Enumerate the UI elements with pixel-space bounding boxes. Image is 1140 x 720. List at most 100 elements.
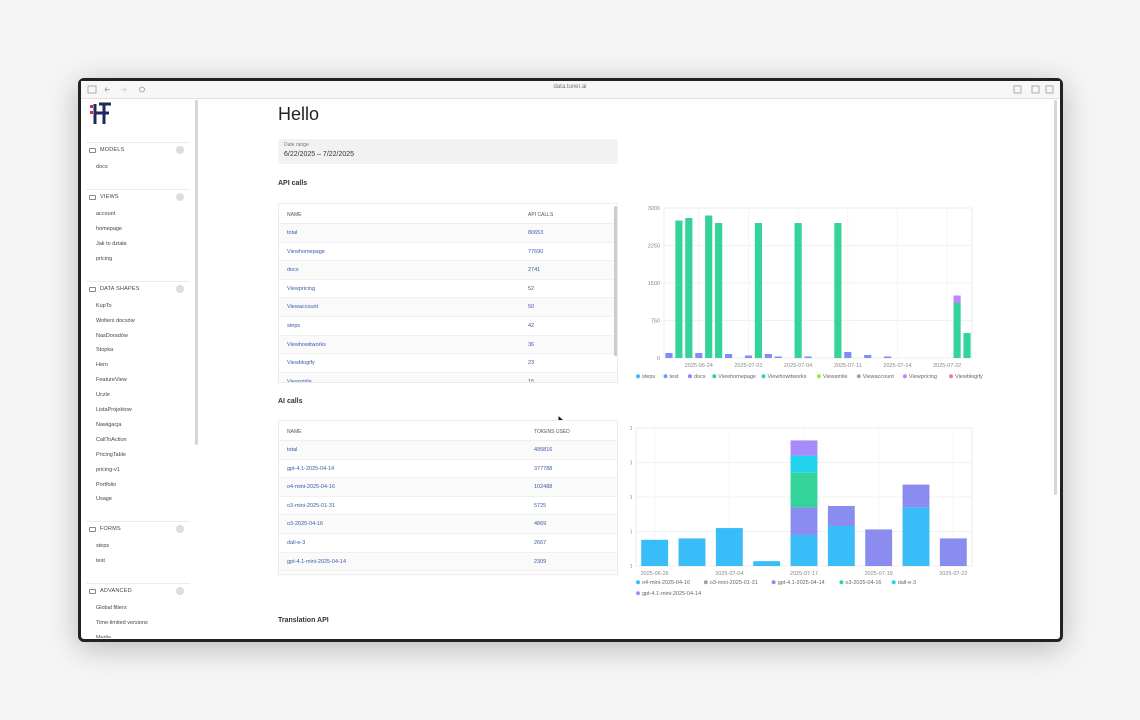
legend-swatch — [856, 374, 861, 379]
sidebar-item[interactable]: KupTo — [96, 302, 112, 309]
add-button[interactable] — [176, 525, 184, 534]
sidebar-item[interactable]: Portfolio — [96, 481, 117, 488]
cell-value: 80653 — [528, 230, 544, 236]
toolbar — [81, 81, 1060, 99]
x-tick-label: 2025-07-19 — [865, 571, 893, 577]
legend-swatch — [636, 591, 640, 596]
legend-label: gpt-4.1-2025-04-14 — [778, 580, 825, 586]
sidebar-item[interactable]: Media — [96, 635, 111, 638]
cell-name[interactable]: Viewhowitworks — [287, 341, 327, 348]
sidebar-item[interactable]: Usage — [96, 496, 112, 503]
y-tick-label: 10000 — [630, 495, 632, 501]
legend-label: o4-mini-2025-04-16 — [642, 580, 690, 586]
cell-name[interactable]: o4-mini-2025-04-16 — [287, 484, 335, 491]
cell-name[interactable]: total — [287, 447, 298, 453]
section-heading: API calls — [278, 180, 308, 187]
table-row — [279, 515, 617, 534]
sidebar-item[interactable]: Uczle — [96, 392, 110, 399]
sidebar-item[interactable]: Hero — [96, 362, 108, 369]
x-tick-label: 2025-07-01 — [734, 363, 762, 369]
cell-name[interactable]: Viewblogify — [287, 360, 315, 367]
bar-segment — [864, 355, 872, 358]
bar-segment — [715, 528, 743, 566]
table-row — [279, 459, 617, 479]
sidebar-item[interactable]: FeatureView — [96, 377, 127, 384]
sidebar-item[interactable]: NasDoradów — [96, 332, 128, 339]
cell-name[interactable]: Viewaccount — [287, 304, 319, 311]
bar-segment — [827, 525, 855, 566]
url-text[interactable]: data.tuner.ai — [553, 84, 587, 90]
section-icon — [89, 527, 96, 533]
cell-value: 4869 — [534, 521, 547, 528]
date-range-value[interactable]: 6/22/2025 – 7/22/2025 — [284, 151, 355, 158]
section-heading: AI calls — [278, 398, 303, 405]
sidebar-item[interactable]: Global filters — [96, 605, 127, 612]
sidebar-item[interactable]: account — [96, 211, 116, 217]
bar-segment — [963, 333, 971, 358]
cell-name[interactable]: Viewpricing — [287, 285, 316, 292]
table-row — [279, 261, 617, 280]
sidebar-item[interactable]: docs — [96, 164, 108, 170]
bar-segment — [744, 355, 753, 358]
bar-segment — [678, 538, 706, 566]
sidebar-item[interactable]: Nawigacja — [96, 421, 122, 428]
bar-segment — [865, 529, 893, 566]
section-divider — [86, 189, 190, 190]
bar-segment — [790, 472, 818, 508]
sidebar-item[interactable]: Time-limited versions — [96, 620, 148, 627]
cell-name[interactable]: gpt-4.1-mini-2025-04-14 — [287, 558, 347, 565]
table: NAME TOKENS USED total 495816 gpt-4.1-2025-0… — [278, 420, 618, 575]
cell-value: 15 — [528, 378, 535, 383]
column-header[interactable]: NAME — [287, 429, 302, 435]
column-header[interactable]: TOKENS USED — [534, 429, 570, 435]
add-button[interactable] — [176, 193, 184, 201]
x-tick-label: 2025-07-14 — [883, 363, 911, 369]
cell-value: 50 — [528, 304, 535, 311]
cell-value: 23 — [528, 360, 535, 367]
cell-name[interactable]: o3-mini-2025-01-31 — [287, 502, 335, 509]
cell-name[interactable]: total — [287, 230, 298, 236]
section-divider — [86, 280, 190, 282]
sidebar-item[interactable]: pricing — [96, 255, 113, 262]
add-button[interactable] — [176, 146, 184, 154]
cell-name[interactable]: gpt-4.1-2025-04-14 — [287, 465, 335, 472]
cell-value: 377788 — [534, 465, 553, 472]
cell-value: 36 — [528, 341, 535, 348]
legend-label: gpt-4.1-mini-2025-04-14 — [642, 591, 701, 597]
sidebar-item[interactable]: pricing-v1 — [96, 466, 120, 473]
table: NAME API CALLS total 80653 Viewhomepage 77690… — [278, 203, 618, 383]
sidebar-item[interactable]: test — [96, 558, 105, 565]
bar-segment — [790, 440, 818, 456]
add-button[interactable] — [176, 284, 184, 293]
y-tick-label: 5000 — [630, 530, 632, 536]
cell-name[interactable]: steps — [287, 323, 301, 329]
column-header[interactable]: NAME — [287, 212, 302, 218]
section-divider — [86, 142, 190, 143]
cell-name[interactable]: o3-2025-04-16 — [287, 521, 324, 528]
sidebar-item[interactable]: CallToAction — [96, 436, 127, 443]
legend-label: Viewhomepage — [718, 374, 756, 380]
legend-label: dall-e-3 — [898, 580, 916, 586]
bar-segment — [834, 223, 842, 358]
sidebar-item[interactable]: steps — [96, 543, 110, 550]
x-tick-label: 2025-06-24 — [685, 363, 713, 369]
sidebar-item[interactable]: PricingTable — [96, 451, 126, 458]
section-icon — [89, 286, 96, 292]
date-range-box[interactable] — [278, 139, 618, 164]
sidebar-item[interactable]: ListaProjektow — [96, 407, 132, 413]
cell-name[interactable]: dall-e-3 — [287, 540, 306, 546]
section-title: DATA SHAPES — [100, 285, 140, 292]
add-button[interactable] — [176, 587, 184, 596]
bar-segment — [754, 223, 762, 358]
legend-label: o3-2025-04-16 — [845, 580, 881, 586]
column-header[interactable]: API CALLS — [528, 212, 554, 218]
cell-name[interactable]: Viewhomepage — [287, 248, 325, 255]
sidebar-item[interactable]: Jak to działa — [96, 240, 127, 247]
cell-name[interactable]: Viewsmile — [287, 378, 312, 383]
cell-value: 2667 — [534, 540, 547, 546]
legend-swatch — [839, 580, 844, 585]
sidebar-item[interactable]: Stopka — [96, 347, 114, 354]
sidebar-item[interactable]: homepage — [96, 225, 122, 232]
cell-name[interactable]: docs — [287, 267, 299, 274]
sidebar-item[interactable]: Wolters docsów — [96, 317, 135, 324]
